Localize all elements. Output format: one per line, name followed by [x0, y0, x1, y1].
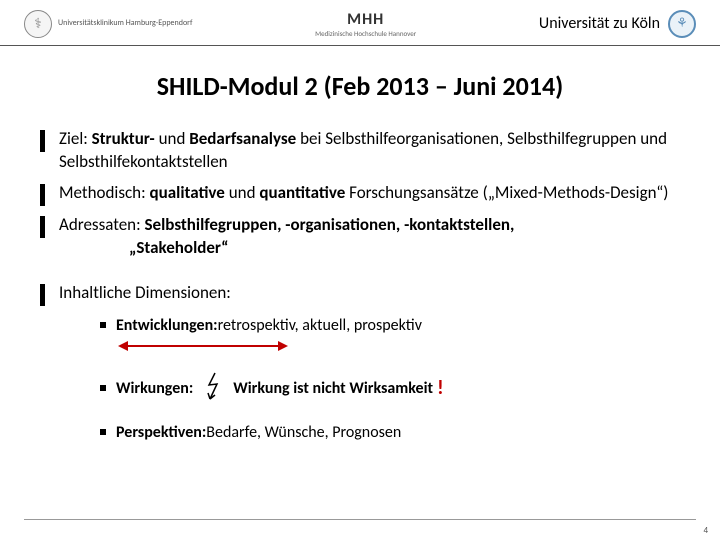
bullet-adressaten: Adressaten: Selbsthilfegruppen, -organis…: [40, 214, 688, 260]
double-arrow-icon: [118, 339, 688, 358]
text-bold: Selbsthilfegruppen, -organisationen, -ko…: [145, 214, 515, 235]
bullet-bar-icon: [40, 284, 45, 306]
bullet-methodisch: Methodisch: qualitative und quantitative…: [40, 182, 688, 206]
mhh-sub: Medizinische Hochschule Hannover: [315, 29, 416, 38]
slide-content: Ziel: Struktur- und Bedarfsanalyse bei S…: [0, 128, 720, 442]
sub-list: Entwicklungen: retrospektiv, aktuell, pr…: [100, 316, 688, 442]
text: Methodisch:: [59, 182, 150, 203]
text: Bedarfe, Wünsche, Prognosen: [206, 423, 401, 442]
text: Forschungsansätze („Mixed-Methods-Design…: [345, 182, 668, 203]
square-bullet-icon: [100, 385, 106, 391]
bullet-bar-icon: [40, 130, 45, 152]
mhh-main: MHH: [315, 10, 416, 29]
text: und: [225, 182, 259, 203]
bullet-bar-icon: [40, 216, 45, 238]
koeln-seal-icon: ⚘: [668, 10, 696, 38]
text-bold: Perspektiven:: [116, 423, 206, 442]
square-bullet-icon: [100, 322, 106, 328]
logo-koeln: Universität zu Köln ⚘: [539, 10, 696, 38]
sub-perspektiven: Perspektiven: Bedarfe, Wünsche, Prognose…: [100, 423, 688, 442]
text-bold: quantitative: [259, 182, 345, 203]
square-bullet-icon: [100, 429, 106, 435]
bullet-text: Adressaten: Selbsthilfegruppen, -organis…: [59, 214, 688, 260]
bullet-text: Ziel: Struktur- und Bedarfsanalyse bei S…: [59, 128, 688, 174]
text: und: [155, 128, 189, 149]
bullet-dimensionen: Inhaltliche Dimensionen:: [40, 282, 688, 306]
text: Adressaten:: [59, 214, 145, 235]
logo-hamburg: ⚕ Universitätsklinikum Hamburg-Eppendorf: [24, 10, 192, 38]
slide-header: ⚕ Universitätsklinikum Hamburg-Eppendorf…: [0, 0, 720, 46]
logo-mhh: MHH Medizinische Hochschule Hannover: [315, 10, 416, 38]
koeln-text: Universität zu Köln: [539, 15, 660, 33]
text: Ziel:: [59, 128, 92, 149]
page-number: 4: [703, 525, 708, 536]
bullet-ziel: Ziel: Struktur- und Bedarfsanalyse bei S…: [40, 128, 688, 174]
lightning-icon: [203, 372, 225, 405]
text-bold: Bedarfsanalyse: [189, 128, 296, 149]
slide-title: SHILD-Modul 2 (Feb 2013 – Juni 2014): [0, 70, 720, 102]
text-bold: Struktur-: [92, 128, 155, 149]
uke-text: Universitätsklinikum Hamburg-Eppendorf: [58, 19, 192, 28]
exclamation-icon: !: [437, 376, 444, 400]
text-bold: Entwicklungen:: [116, 316, 218, 335]
footer-rule: [24, 519, 696, 520]
bullet-text: Methodisch: qualitative und quantitative…: [59, 182, 688, 205]
text-bold: qualitative: [150, 182, 225, 203]
text-bold: Wirkungen:: [116, 379, 193, 398]
sub-entwicklungen: Entwicklungen: retrospektiv, aktuell, pr…: [100, 316, 688, 335]
bullet-text: Inhaltliche Dimensionen:: [59, 282, 688, 305]
uke-seal-icon: ⚕: [24, 10, 52, 38]
text: retrospektiv, aktuell, prospektiv: [218, 316, 422, 335]
text-bold: „Stakeholder“: [129, 237, 229, 260]
bullet-bar-icon: [40, 184, 45, 206]
text-bold: Wirkung ist nicht Wirksamkeit: [233, 379, 433, 398]
sub-wirkungen: Wirkungen: Wirkung ist nicht Wirksamkeit…: [100, 372, 688, 405]
